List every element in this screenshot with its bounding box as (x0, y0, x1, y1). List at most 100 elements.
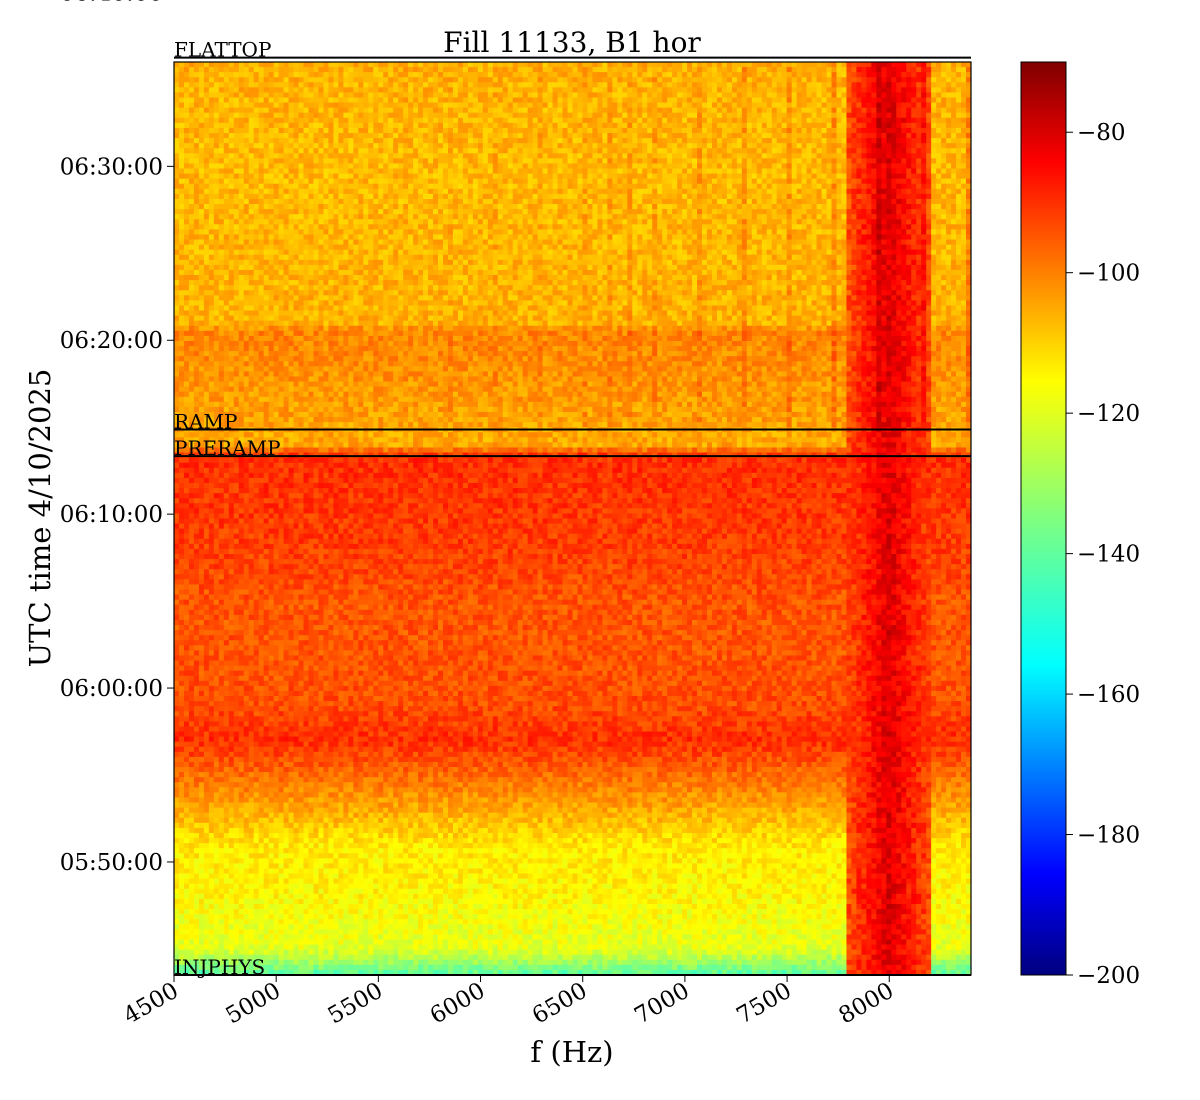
heatmap-cell (557, 163, 564, 170)
heatmap-cell (522, 188, 529, 195)
heatmap-cell (721, 193, 728, 200)
heatmap-cell (786, 173, 793, 180)
heatmap-cell (418, 214, 424, 220)
heatmap-cell (428, 67, 434, 73)
heatmap-cell (956, 112, 962, 119)
heatmap-cell (482, 183, 489, 190)
heatmap-cell (761, 133, 768, 139)
heatmap-cell (716, 168, 723, 175)
heatmap-cell (438, 117, 444, 124)
heatmap-cell (293, 67, 300, 73)
heatmap-cell (552, 97, 559, 104)
heatmap-cell (223, 173, 230, 180)
heatmap-cell (911, 97, 917, 104)
heatmap-cell (557, 92, 564, 99)
heatmap-cell (951, 209, 957, 215)
heatmap-cell (617, 138, 623, 144)
heatmap-cell (547, 193, 554, 200)
heatmap-cell (482, 168, 489, 175)
heatmap-cell (702, 87, 708, 94)
heatmap-cell (896, 127, 902, 134)
heatmap-cell (418, 117, 424, 124)
heatmap-cell (886, 77, 892, 83)
heatmap-cell (966, 158, 971, 165)
heatmap-cell (921, 133, 927, 139)
heatmap-cell (378, 92, 384, 99)
heatmap-cell (956, 67, 962, 73)
heatmap-cell (537, 148, 544, 154)
heatmap-cell (318, 148, 325, 154)
heatmap-cell (786, 82, 793, 88)
heatmap-cell (876, 117, 882, 124)
heatmap-cell (662, 82, 668, 88)
heatmap-cell (756, 153, 763, 159)
heatmap-cell (562, 143, 569, 149)
heatmap-cell (921, 92, 927, 99)
heatmap-cell (731, 188, 738, 195)
heatmap-cell (178, 219, 185, 225)
heatmap-cell (408, 133, 414, 139)
heatmap-cell (557, 67, 564, 73)
heatmap-cell (283, 153, 290, 159)
heatmap-cell (672, 193, 678, 200)
heatmap-cell (816, 148, 823, 154)
heatmap-cell (532, 173, 539, 180)
heatmap-cell (682, 102, 688, 109)
heatmap-cell (188, 117, 195, 124)
heatmap-cell (622, 133, 628, 139)
heatmap-cell (353, 163, 359, 170)
heatmap-cell (946, 198, 952, 205)
heatmap-cell (318, 72, 325, 78)
heatmap-cell (438, 107, 444, 114)
heatmap-cell (233, 67, 240, 73)
heatmap-cell (871, 112, 877, 119)
heatmap-cell (836, 72, 843, 78)
heatmap-cell (457, 183, 464, 190)
heatmap-cell (871, 188, 877, 195)
heatmap-cell (687, 77, 693, 83)
heatmap-cell (746, 158, 753, 165)
heatmap-cell (472, 67, 479, 73)
heatmap-cell (278, 193, 285, 200)
heatmap-cell (278, 153, 285, 159)
heatmap-cell (612, 188, 618, 195)
heatmap-cell (418, 143, 424, 149)
heatmap-cell (751, 168, 758, 175)
heatmap-cell (208, 138, 215, 144)
heatmap-cell (278, 102, 285, 109)
heatmap-cell (303, 133, 310, 139)
heatmap-cell (358, 193, 364, 200)
heatmap-cell (338, 163, 344, 170)
heatmap-cell (328, 168, 334, 175)
heatmap-cell (921, 102, 927, 109)
heatmap-cell (253, 97, 260, 104)
heatmap-cell (308, 67, 315, 73)
heatmap-cell (796, 214, 803, 220)
heatmap-cell (457, 214, 464, 220)
heatmap-cell (896, 77, 902, 83)
heatmap-cell (682, 183, 688, 190)
heatmap-cell (298, 138, 305, 144)
heatmap-cell (288, 198, 295, 205)
heatmap-cell (333, 168, 339, 175)
heatmap-cell (836, 198, 843, 205)
heatmap-cell (567, 168, 574, 175)
heatmap-cell (447, 168, 454, 175)
heatmap-cell (433, 127, 439, 134)
heatmap-cell (532, 204, 539, 210)
heatmap-cell (562, 87, 569, 94)
heatmap-cell (542, 77, 549, 83)
heatmap-cell (248, 214, 255, 220)
heatmap-cell (921, 178, 927, 185)
heatmap-cell (323, 188, 330, 195)
heatmap-cell (213, 198, 220, 205)
heatmap-cell (577, 77, 584, 83)
heatmap-cell (174, 92, 180, 99)
heatmap-cell (781, 133, 788, 139)
heatmap-cell (582, 107, 589, 114)
heatmap-cell (577, 67, 584, 73)
heatmap-cell (497, 173, 504, 180)
heatmap-cell (542, 148, 549, 154)
heatmap-cell (343, 188, 349, 195)
heatmap-cell (363, 138, 369, 144)
